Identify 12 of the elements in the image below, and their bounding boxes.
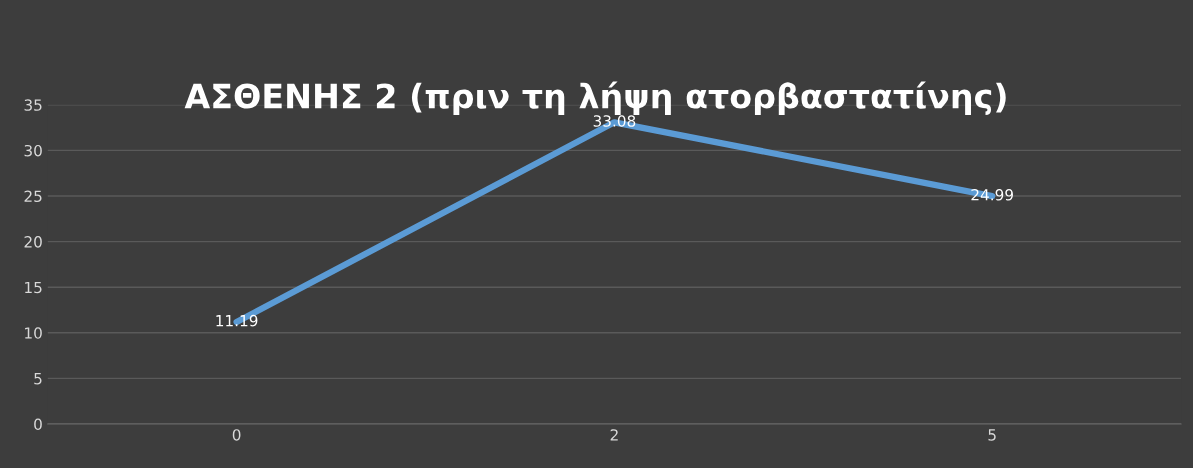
chart-title: ΑΣΘΕΝΗΣ 2 (πριν τη λήψη ατορβαστατίνης) bbox=[184, 81, 1006, 116]
y-tick-label: 25 bbox=[24, 190, 42, 203]
y-tick-label: 35 bbox=[24, 99, 42, 111]
y-tick-label: 0 bbox=[34, 418, 42, 431]
x-tick-label: 0 bbox=[232, 429, 241, 441]
y-tick-label: 20 bbox=[24, 236, 42, 248]
x-tick-label: 5 bbox=[988, 429, 996, 441]
y-tick-label: 5 bbox=[34, 373, 42, 385]
x-tick-label: 2 bbox=[610, 429, 618, 441]
y-tick-label: 10 bbox=[25, 327, 42, 339]
y-tick-label: 15 bbox=[25, 281, 42, 294]
y-tick-label: 30 bbox=[24, 144, 42, 157]
